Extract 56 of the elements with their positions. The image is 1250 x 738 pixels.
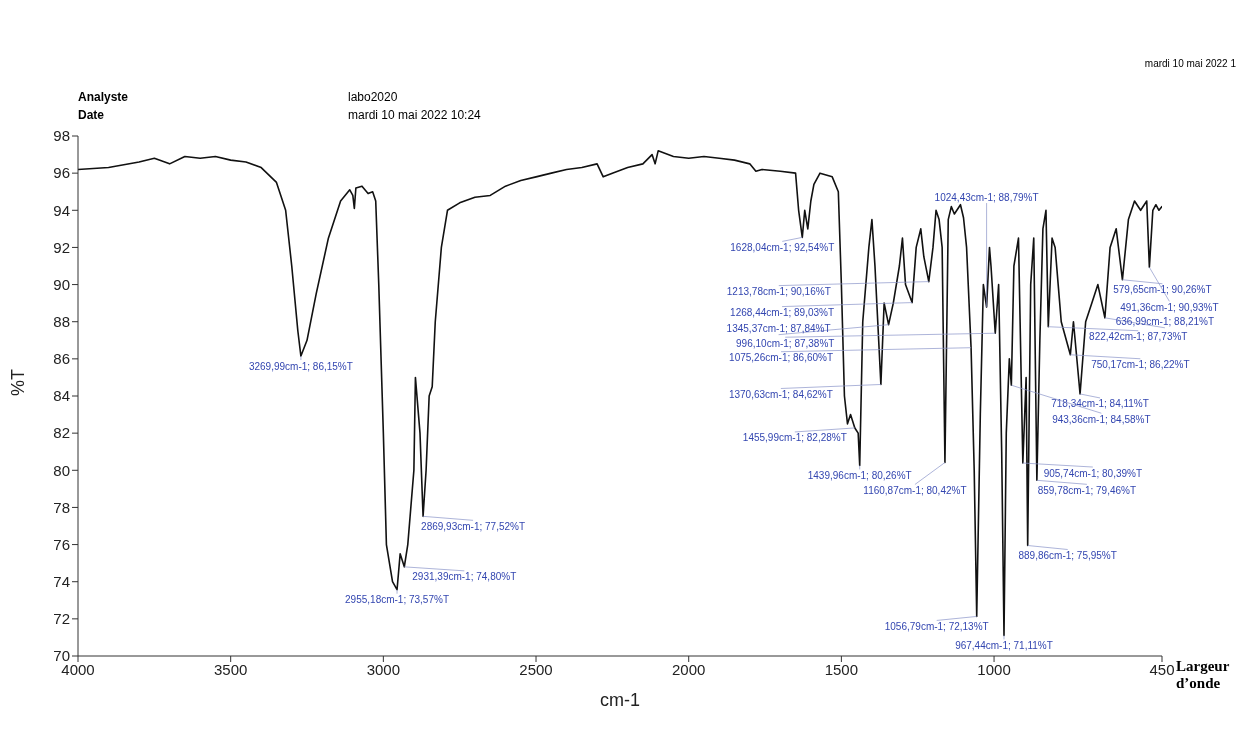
- annotation: 1345,37cm-1; 87,84%T: [726, 323, 831, 335]
- y-tick-label: 74: [53, 573, 70, 591]
- annotation: 636,99cm-1; 88,21%T: [1115, 316, 1215, 328]
- annotation: 579,65cm-1; 90,26%T: [1113, 284, 1212, 296]
- x-tick-label: 2000: [672, 660, 706, 678]
- y-tick-label: 88: [53, 313, 70, 331]
- y-tick-label: 72: [53, 610, 70, 628]
- annotation: 491,36cm-1; 90,93%T: [1120, 301, 1219, 313]
- annotation: 967,44cm-1; 71,11%T: [955, 639, 1053, 651]
- y-tick-label: 98: [53, 127, 70, 145]
- annotation: 1075,26cm-1; 86,60%T: [729, 352, 834, 364]
- annotation: 1455,99cm-1; 82,28%T: [742, 432, 847, 444]
- text: Analyste: [78, 90, 130, 104]
- x-tick-label: 2500: [519, 660, 553, 678]
- text: Date: [78, 108, 105, 122]
- annotation: 905,74cm-1; 80,39%T: [1043, 467, 1143, 479]
- y-tick-label: 78: [53, 498, 70, 516]
- annotation: 1439,96cm-1; 80,26%T: [807, 469, 912, 481]
- annotation: 996,10cm-1; 87,38%T: [736, 337, 835, 349]
- annotation: 2931,39cm-1; 74,80%T: [412, 571, 517, 583]
- x-axis-title: cm-1: [600, 690, 640, 710]
- annotation: 718,34cm-1; 84,11%T: [1051, 398, 1149, 410]
- annotation: 822,42cm-1; 87,73%T: [1089, 331, 1188, 343]
- annotation: 1160,87cm-1; 80,42%T: [863, 484, 967, 496]
- text: labo2020: [348, 90, 399, 104]
- annotation: 2869,93cm-1; 77,52%T: [421, 520, 526, 532]
- annotation: 750,17cm-1; 86,22%T: [1091, 359, 1190, 371]
- y-tick-label: 80: [53, 461, 70, 479]
- y-tick-label: 96: [53, 164, 70, 182]
- annotation: 943,36cm-1; 84,58%T: [1052, 413, 1151, 425]
- text: mardi 10 mai 2022 10:24: [348, 108, 481, 122]
- text: Largeur d’onde: [1176, 658, 1231, 692]
- annotation: 1056,79cm-1; 72,13%T: [884, 620, 989, 632]
- y-tick-label: 86: [53, 350, 70, 368]
- annotation: 889,86cm-1; 75,95%T: [1018, 550, 1117, 561]
- y-tick-label: 94: [53, 201, 70, 219]
- annotation: 1370,63cm-1; 84,62%T: [728, 388, 833, 400]
- x-tick-label: 1500: [824, 660, 859, 678]
- y-axis-title: %T: [8, 369, 29, 396]
- y-tick-label: 76: [53, 535, 70, 553]
- x-tick-label: 1000: [977, 660, 1011, 678]
- x-tick-label: 3000: [366, 660, 401, 678]
- annotation: 859,78cm-1; 79,46%T: [1037, 484, 1137, 496]
- y-tick-label: 90: [53, 275, 70, 293]
- x-tick-label: 450: [1149, 660, 1175, 678]
- annotation: 2955,18cm-1; 73,57%T: [345, 594, 450, 606]
- annotation: 1024,43cm-1; 88,79%T: [934, 191, 1039, 203]
- x-tick-label: 3500: [213, 660, 248, 678]
- text: mardi 10 mai 2022 1: [1143, 58, 1236, 69]
- annotation: 1268,44cm-1; 89,03%T: [730, 307, 835, 319]
- y-tick-label: 84: [53, 387, 70, 405]
- annotation: 1628,04cm-1; 92,54%T: [730, 241, 835, 253]
- annotation: 1213,78cm-1; 90,16%T: [726, 286, 831, 298]
- annotation: 3269,99cm-1; 86,15%T: [248, 360, 353, 372]
- y-tick-label: 92: [53, 238, 70, 256]
- y-tick-label: 82: [53, 424, 70, 442]
